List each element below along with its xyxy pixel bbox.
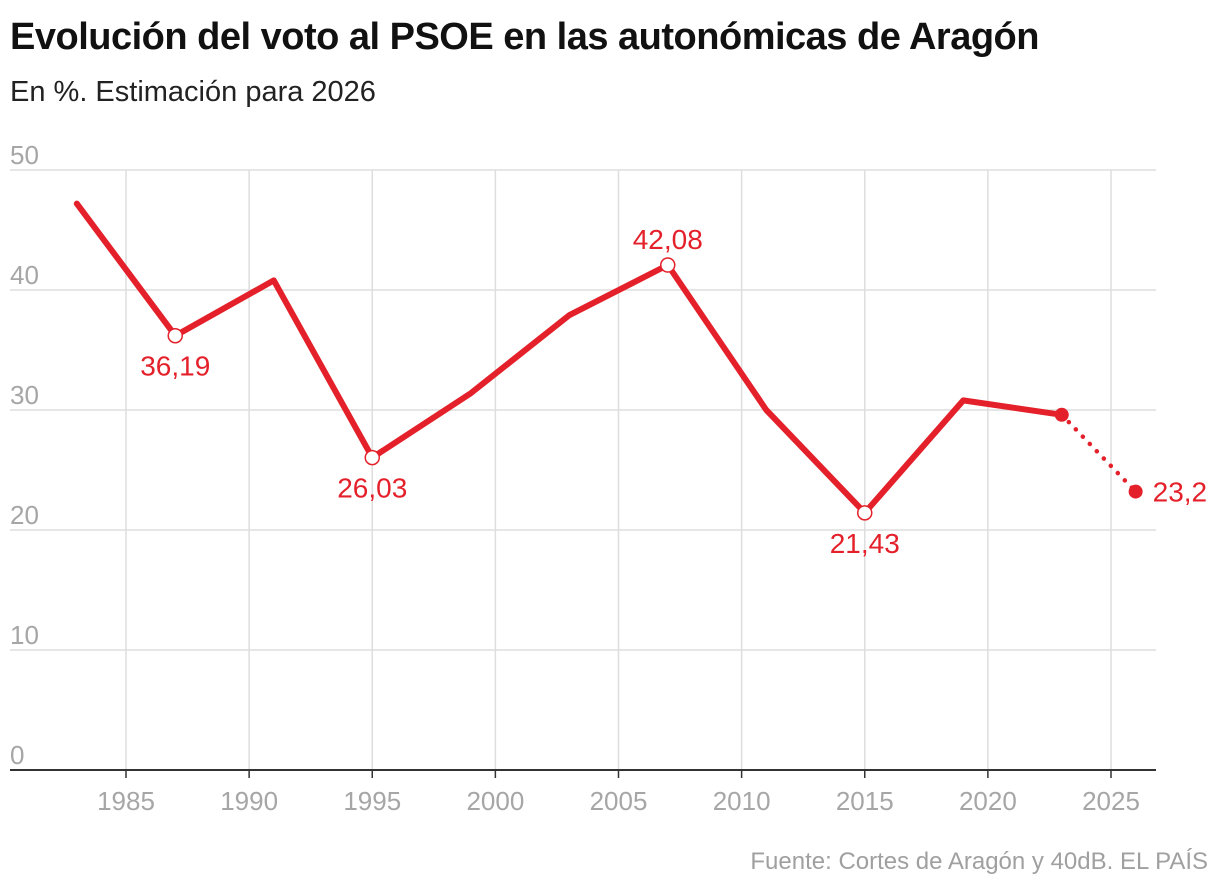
estimate-line-2026 (1059, 412, 1138, 494)
chart-title: Evolución del voto al PSOE en las autonó… (10, 16, 1040, 58)
grid-lines (10, 169, 1156, 778)
y-tick-label-10: 10 (10, 620, 39, 650)
x-tick-label-1990: 1990 (220, 786, 278, 816)
x-tick-label-2005: 2005 (590, 786, 648, 816)
marker-1995 (364, 449, 380, 466)
data-label-2007: 42,08 (633, 224, 703, 255)
marker-2023 (1054, 407, 1069, 422)
y-axis-tick-labels: 0 10 20 30 40 50 (10, 140, 39, 770)
x-tick-label-1985: 1985 (97, 786, 155, 816)
x-tick-label-2025: 2025 (1082, 786, 1140, 816)
data-label-1995: 26,03 (337, 473, 407, 504)
source-note: Fuente: Cortes de Aragón y 40dB. EL PAÍS (750, 848, 1208, 875)
marker-1987 (167, 327, 183, 344)
y-tick-label-0: 0 (10, 740, 24, 770)
x-tick-label-2015: 2015 (836, 786, 894, 816)
x-tick-label-2000: 2000 (466, 786, 524, 816)
data-label-2026: 23,2 (1153, 477, 1208, 508)
y-tick-label-30: 30 (10, 380, 39, 410)
marker-2026 (1128, 484, 1143, 499)
psoe-vote-line (73, 200, 1065, 516)
series-lines (73, 200, 1138, 516)
marker-2015 (857, 505, 873, 521)
y-tick-label-40: 40 (10, 260, 39, 290)
data-label-1987: 36,19 (140, 351, 210, 382)
marker-2007 (660, 257, 676, 273)
data-markers (167, 257, 1143, 521)
x-tick-label-2010: 2010 (713, 786, 771, 816)
x-tick-label-2020: 2020 (959, 786, 1017, 816)
data-label-2015: 21,43 (830, 528, 900, 559)
y-tick-label-50: 50 (10, 140, 39, 170)
x-axis-tick-labels: 1985 1990 1995 2000 2005 2010 2015 2020 2025 (97, 786, 1140, 816)
data-labels: 36,19 26,03 42,08 21,43 23,2 (140, 224, 1207, 559)
x-tick-label-1995: 1995 (343, 786, 401, 816)
y-tick-label-20: 20 (10, 500, 39, 530)
chart-subtitle: En %. Estimación para 2026 (10, 76, 376, 108)
